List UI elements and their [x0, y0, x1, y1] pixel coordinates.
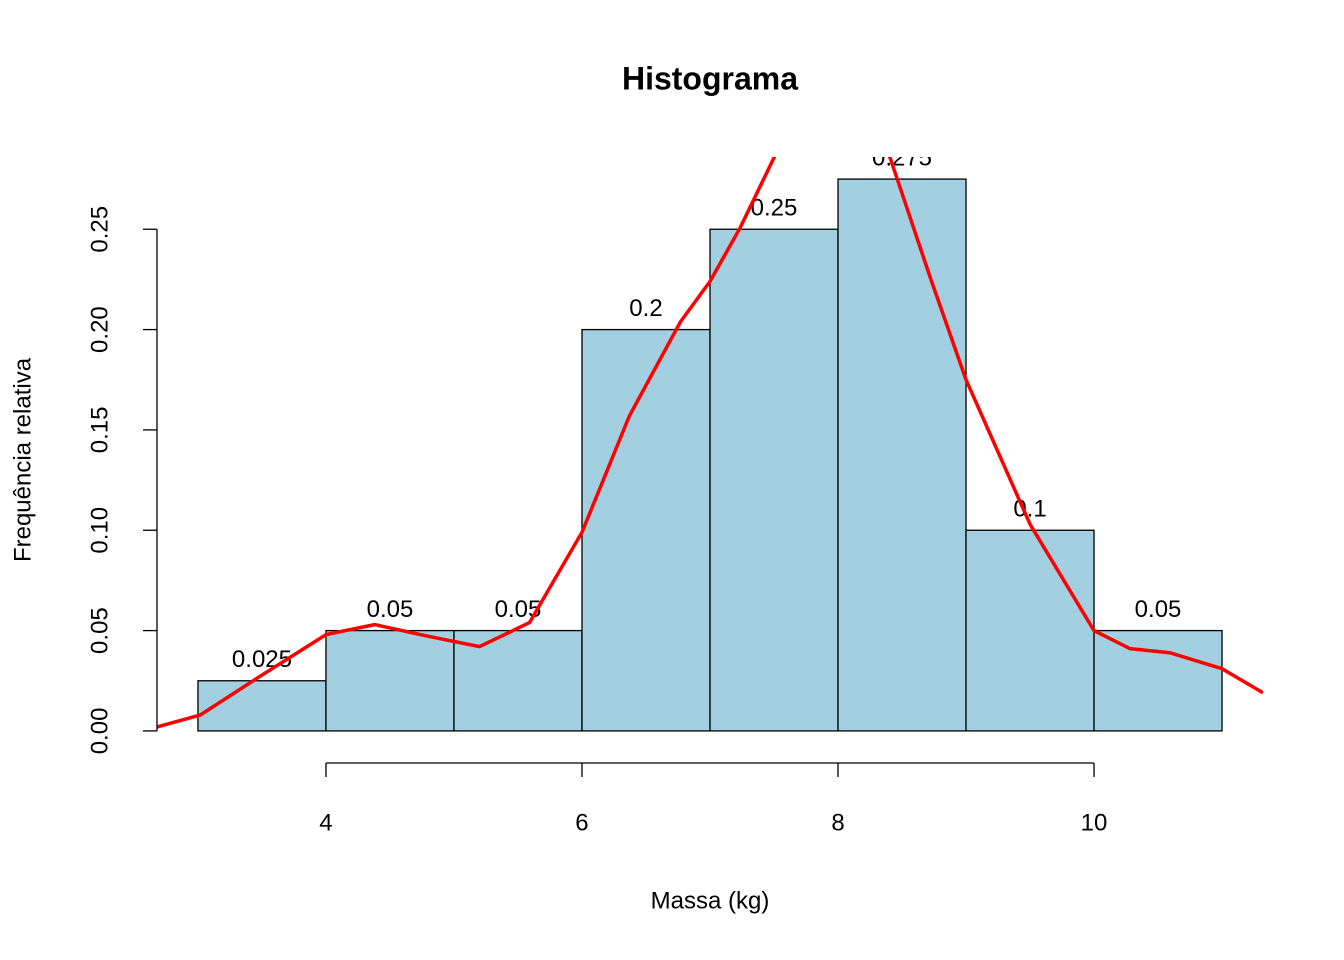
- data-label: 0.05: [367, 596, 414, 623]
- chart-title: Histograma: [622, 60, 798, 96]
- x-axis-label: Massa (kg): [651, 887, 770, 914]
- bar: [197, 680, 327, 732]
- y-axis-label: Frequência relativa: [9, 357, 36, 562]
- data-label: 0.025: [232, 646, 292, 673]
- data-label: 0.275: [872, 144, 932, 171]
- data-label: 0.05: [495, 596, 542, 623]
- y-tick-label: 0.15: [86, 407, 113, 454]
- x-tick-label: 6: [575, 809, 588, 836]
- bar: [965, 529, 1095, 732]
- bar: [709, 228, 839, 732]
- bar: [1093, 629, 1223, 732]
- bar: [837, 178, 967, 732]
- y-tick-label: 0.20: [86, 306, 113, 353]
- data-label: 0.2: [629, 295, 662, 322]
- x-tick-label: 8: [831, 809, 844, 836]
- x-tick-label: 4: [319, 809, 332, 836]
- y-tick-label: 0.10: [86, 507, 113, 554]
- data-label: 0.05: [1135, 596, 1182, 623]
- y-tick-label: 0.00: [86, 708, 113, 755]
- y-tick-label: 0.25: [86, 206, 113, 253]
- y-tick-label: 0.05: [86, 607, 113, 654]
- bar: [581, 328, 711, 732]
- data-label: 0.25: [751, 195, 798, 222]
- density-curve: [157, 157, 1263, 729]
- x-tick-label: 10: [1081, 809, 1108, 836]
- bar: [325, 629, 455, 732]
